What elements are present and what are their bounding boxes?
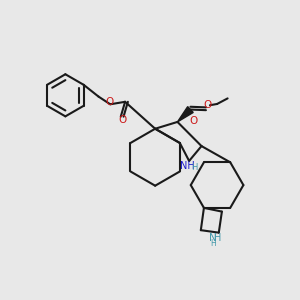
Text: O: O: [189, 116, 198, 126]
Text: N: N: [209, 233, 217, 243]
Text: O: O: [106, 98, 114, 107]
Text: O: O: [118, 116, 127, 125]
Text: H: H: [214, 233, 222, 243]
Text: H: H: [191, 163, 198, 172]
Text: H: H: [210, 239, 216, 248]
Polygon shape: [178, 106, 193, 122]
Text: O: O: [204, 100, 212, 110]
Text: NH: NH: [180, 161, 195, 171]
